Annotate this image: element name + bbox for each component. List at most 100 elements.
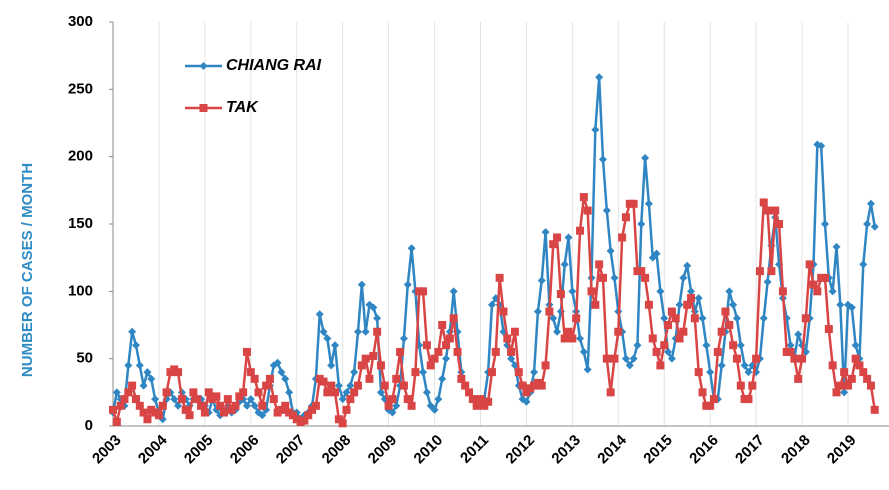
marker: [327, 381, 336, 390]
marker: [487, 300, 496, 309]
marker: [143, 368, 152, 377]
marker: [690, 314, 699, 323]
y-tick-label: 0: [85, 417, 93, 434]
marker: [644, 199, 653, 208]
marker: [641, 154, 650, 163]
marker: [376, 388, 385, 397]
marker: [177, 395, 186, 404]
marker: [595, 73, 604, 82]
marker: [204, 388, 213, 397]
x-tick-label: 2010: [411, 432, 447, 468]
marker: [342, 405, 351, 414]
marker: [250, 374, 259, 383]
marker: [124, 388, 133, 397]
marker: [334, 415, 343, 424]
marker: [197, 401, 206, 410]
marker: [687, 294, 696, 303]
marker: [813, 287, 822, 296]
marker: [361, 327, 370, 336]
marker: [220, 408, 229, 417]
marker: [621, 354, 630, 363]
marker: [407, 401, 416, 410]
marker: [771, 206, 780, 215]
marker: [346, 395, 355, 404]
marker: [679, 273, 688, 282]
marker: [449, 287, 458, 296]
marker: [315, 310, 324, 319]
marker: [744, 368, 753, 377]
marker: [434, 347, 443, 356]
marker: [583, 365, 592, 374]
marker: [174, 401, 183, 410]
marker: [568, 334, 577, 343]
marker: [346, 381, 355, 390]
marker: [702, 341, 711, 350]
marker: [790, 354, 799, 363]
marker: [717, 327, 726, 336]
marker: [583, 206, 592, 215]
marker: [866, 381, 875, 390]
marker: [786, 341, 795, 350]
marker: [503, 334, 512, 343]
line: [111, 196, 877, 427]
x-tick-label: 2011: [457, 432, 492, 467]
marker: [530, 368, 539, 377]
y-tick-label: 250: [68, 80, 93, 97]
marker: [801, 314, 810, 323]
marker: [729, 341, 738, 350]
marker: [128, 327, 137, 336]
marker: [866, 199, 875, 208]
marker: [342, 388, 351, 397]
marker: [380, 381, 389, 390]
marker: [365, 374, 374, 383]
marker: [422, 341, 431, 350]
marker: [334, 381, 343, 390]
marker: [239, 388, 248, 397]
marker: [717, 361, 726, 370]
marker: [438, 374, 447, 383]
marker: [629, 354, 638, 363]
marker: [242, 401, 251, 410]
x-tick-label: 2016: [686, 432, 722, 468]
marker: [139, 408, 148, 417]
marker: [840, 388, 849, 397]
marker: [786, 347, 795, 356]
marker: [633, 341, 642, 350]
marker: [403, 395, 412, 404]
marker: [419, 368, 428, 377]
marker: [621, 213, 630, 222]
marker: [281, 374, 290, 383]
y-tick-label: 150: [68, 215, 93, 232]
marker: [319, 377, 328, 386]
marker: [189, 388, 198, 397]
marker: [568, 287, 577, 296]
marker: [242, 347, 251, 356]
marker: [185, 411, 194, 420]
marker: [338, 419, 347, 428]
marker: [281, 401, 290, 410]
marker: [740, 361, 749, 370]
marker: [610, 273, 619, 282]
marker: [809, 280, 818, 289]
marker: [836, 381, 845, 390]
marker: [576, 226, 585, 235]
marker: [258, 401, 267, 410]
marker: [262, 381, 271, 390]
marker: [618, 233, 627, 242]
marker: [338, 395, 347, 404]
marker: [606, 246, 615, 255]
marker: [641, 273, 650, 282]
marker: [453, 347, 462, 356]
marker: [445, 334, 454, 343]
marker: [407, 244, 416, 253]
legend-label: CHIANG RAI: [226, 57, 322, 74]
marker: [112, 388, 121, 397]
marker: [223, 395, 232, 404]
marker: [399, 381, 408, 390]
marker: [357, 361, 366, 370]
marker: [832, 242, 841, 251]
marker: [369, 351, 378, 360]
marker: [396, 347, 405, 356]
marker: [667, 354, 676, 363]
marker: [147, 374, 156, 383]
